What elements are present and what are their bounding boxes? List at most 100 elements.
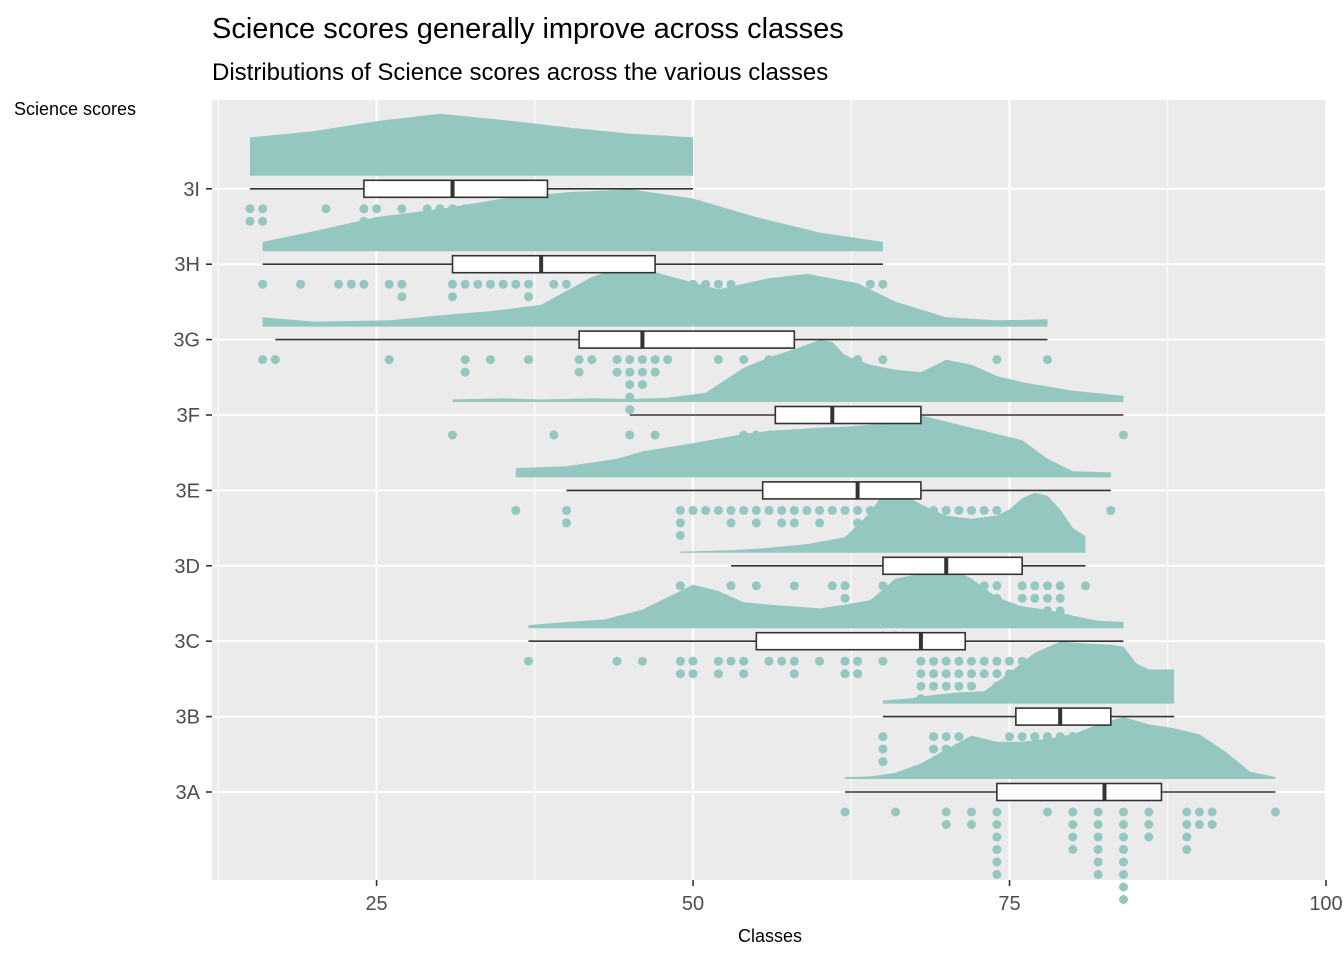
- y-tick-label: 3C: [174, 631, 200, 653]
- data-point-3G: [587, 355, 597, 365]
- box-iqr-3D: [882, 556, 1023, 576]
- data-point-3F: [916, 430, 926, 440]
- data-point-3G: [992, 355, 1002, 365]
- data-point-3I: [372, 216, 382, 226]
- data-point-3F: [827, 443, 837, 452]
- data-point-3H: [460, 279, 470, 289]
- data-point-3C: [979, 656, 989, 666]
- axes: 3A 3B 3C 3D 3E 3F 3G 3H 3I 25 50 75 100: [173, 179, 1342, 915]
- data-point-3F: [967, 430, 976, 440]
- data-point-3E: [941, 518, 951, 528]
- x-tick-label: 50: [682, 893, 704, 915]
- data-point-3A: [1093, 845, 1103, 854]
- data-point-3F: [827, 430, 837, 440]
- data-point-3C: [524, 656, 533, 666]
- data-point-3F: [815, 430, 825, 440]
- data-point-3F: [789, 430, 799, 440]
- data-point-3G: [486, 355, 495, 365]
- raw-points: [245, 204, 1280, 904]
- data-point-3E: [815, 518, 825, 528]
- y-tick-label: 3I: [183, 179, 200, 201]
- data-point-3C: [916, 656, 926, 666]
- data-point-3I: [574, 204, 584, 214]
- data-point-3A: [992, 845, 1002, 854]
- data-point-3A: [992, 870, 1002, 879]
- data-point-3D: [967, 593, 976, 603]
- data-point-3D: [891, 618, 901, 628]
- data-point-3C: [713, 656, 723, 666]
- y-tick-label: 3E: [176, 480, 200, 502]
- data-point-3C: [675, 669, 685, 679]
- data-point-3C: [967, 669, 976, 679]
- data-point-3H: [524, 279, 533, 289]
- data-point-3D: [979, 581, 989, 591]
- data-point-3D: [992, 618, 1002, 628]
- data-point-3F: [764, 430, 774, 440]
- data-point-3G: [853, 367, 863, 377]
- data-point-3A: [1068, 832, 1078, 842]
- data-point-3C: [726, 656, 736, 666]
- data-point-3D: [941, 606, 951, 616]
- data-point-3C: [954, 656, 964, 666]
- data-point-3A: [992, 807, 1002, 817]
- data-point-3F: [650, 430, 660, 440]
- data-point-3A: [1068, 807, 1078, 817]
- data-point-3H: [549, 279, 559, 289]
- data-point-3C: [815, 656, 825, 666]
- data-point-3D: [992, 593, 1002, 603]
- data-point-3C: [688, 656, 698, 666]
- data-point-3H: [296, 279, 306, 289]
- data-point-3B: [941, 732, 951, 742]
- data-point-3E: [789, 505, 799, 515]
- data-point-3C: [979, 669, 989, 679]
- data-point-3F: [789, 455, 799, 465]
- data-point-3G: [878, 367, 888, 377]
- data-point-3A: [1194, 820, 1204, 829]
- data-point-3E: [764, 505, 774, 515]
- x-tick-label: 25: [365, 893, 387, 915]
- data-point-3B: [1043, 757, 1052, 767]
- box-iqr-3A: [996, 782, 1163, 802]
- data-point-3G: [637, 380, 647, 390]
- data-point-3B: [1093, 732, 1103, 742]
- data-point-3D: [840, 581, 850, 591]
- data-point-3E: [562, 518, 571, 528]
- data-point-3E: [865, 505, 875, 515]
- data-point-3G: [460, 355, 470, 365]
- data-point-3D: [1055, 593, 1065, 603]
- data-point-3G: [574, 355, 584, 365]
- data-point-3A: [1270, 807, 1280, 817]
- data-point-3F: [903, 430, 913, 440]
- data-point-3D: [992, 606, 1002, 616]
- data-point-3D: [751, 581, 761, 591]
- data-point-3G: [270, 355, 280, 365]
- data-point-3I: [245, 204, 255, 214]
- data-point-3D: [929, 593, 939, 603]
- data-point-3H: [802, 279, 812, 289]
- data-point-3B: [1030, 732, 1040, 742]
- data-point-3D: [929, 581, 939, 591]
- data-point-3F: [751, 430, 761, 440]
- data-point-3H: [397, 279, 407, 289]
- data-point-3A: [1068, 845, 1078, 854]
- data-point-3B: [954, 744, 964, 754]
- data-point-3D: [1017, 606, 1027, 616]
- data-point-3C: [739, 656, 749, 666]
- data-point-3D: [878, 618, 888, 628]
- data-point-3A: [1144, 820, 1154, 829]
- data-point-3E: [675, 505, 685, 515]
- data-point-3H: [726, 292, 736, 302]
- data-point-3F: [916, 443, 926, 452]
- density-cloud-3B: [882, 641, 1175, 704]
- data-point-3A: [1119, 820, 1128, 829]
- data-point-3B: [954, 757, 964, 767]
- data-point-3B: [1030, 744, 1040, 754]
- data-point-3D: [929, 606, 939, 616]
- data-point-3B: [1169, 732, 1179, 742]
- data-point-3F: [853, 443, 863, 452]
- data-point-3A: [891, 807, 901, 817]
- data-point-3B: [878, 732, 888, 742]
- data-point-3E: [941, 505, 951, 515]
- data-point-3A: [1119, 882, 1128, 892]
- data-point-3A: [1093, 857, 1103, 867]
